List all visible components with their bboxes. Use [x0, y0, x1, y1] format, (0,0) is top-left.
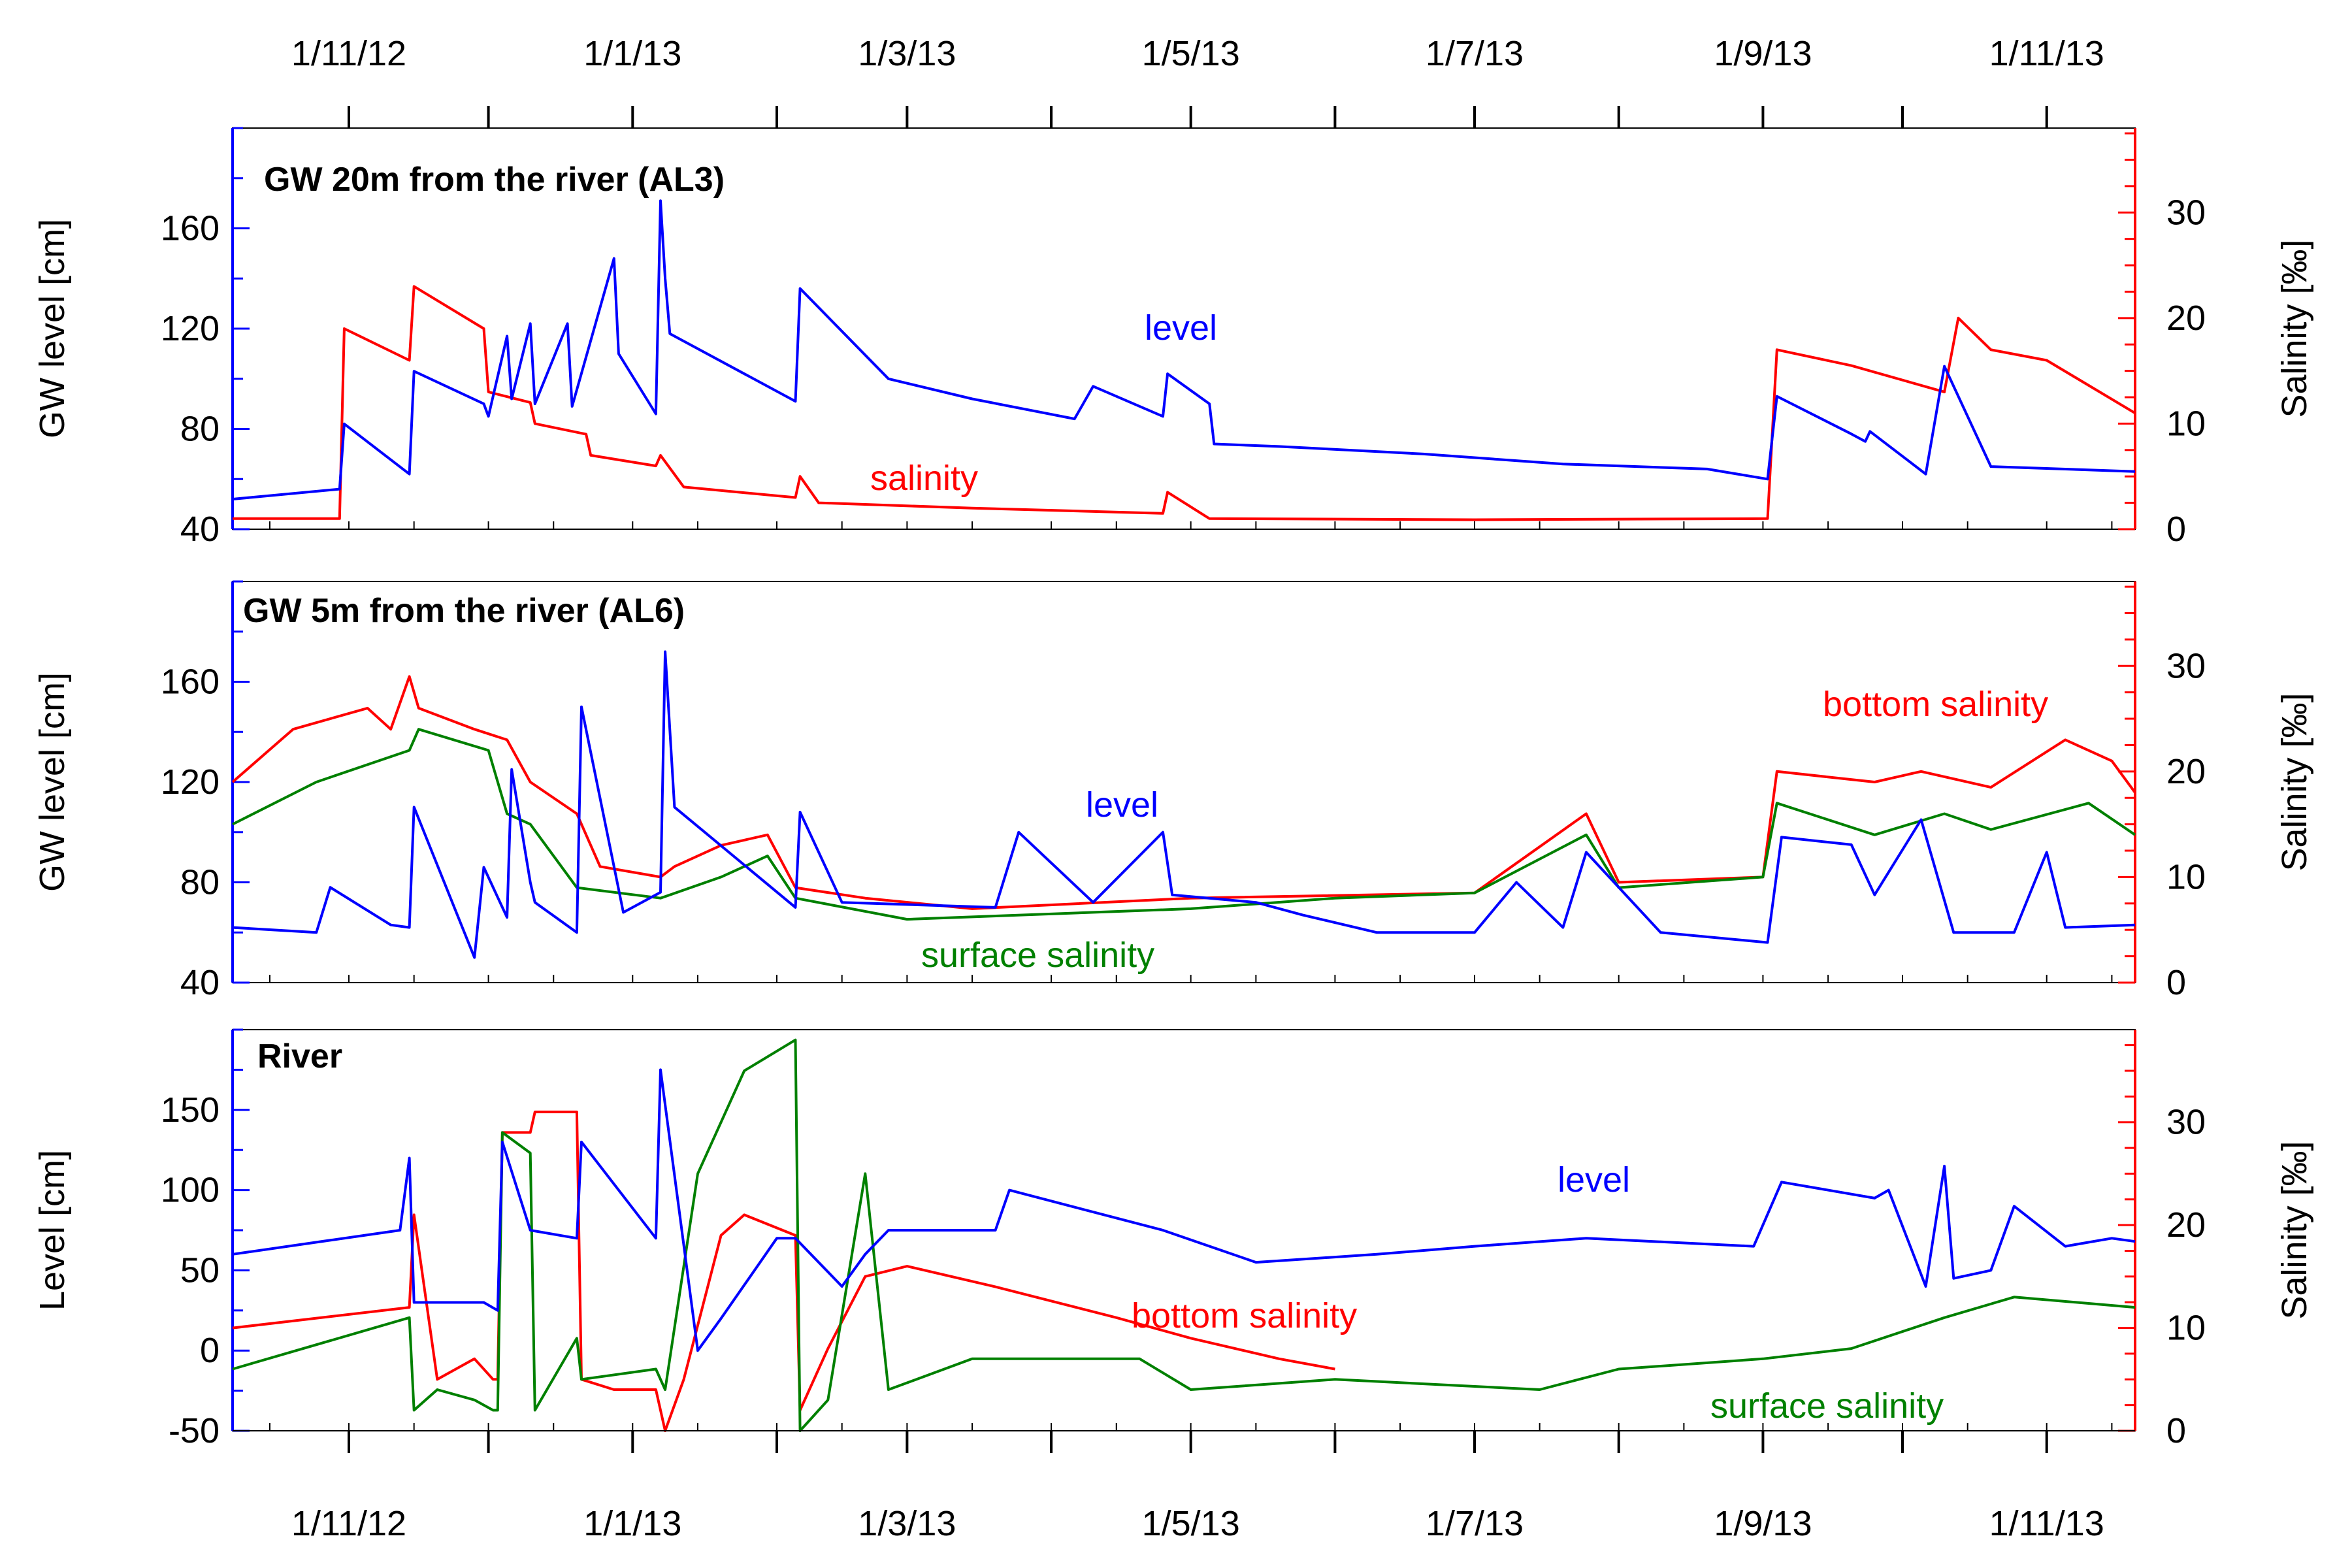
date-tick-label: 1/7/13 — [1426, 1504, 1524, 1543]
panel-al3-title: GW 20m from the river (AL3) — [264, 161, 725, 199]
left-tick-label: 120 — [161, 309, 220, 348]
panel-river-title: River — [257, 1037, 342, 1075]
left-tick-label: 150 — [161, 1090, 220, 1130]
date-tick-label: 1/5/13 — [1142, 1504, 1240, 1543]
left-tick-label: 50 — [180, 1250, 220, 1290]
date-tick-label: 1/11/12 — [291, 34, 406, 73]
date-tick-label: 1/5/13 — [1142, 34, 1240, 73]
panel-al6-y2label: Salinity [‰] — [2275, 693, 2314, 871]
right-tick-label: 10 — [2166, 404, 2206, 443]
panel-al3-y2label: Salinity [‰] — [2275, 239, 2314, 417]
panel-al6-bottom-salinity-label: bottom salinity — [1823, 685, 2048, 724]
right-tick-label: 20 — [2166, 299, 2206, 338]
panel-river-level-label: level — [1558, 1160, 1630, 1200]
bottom-date-axis: 1/11/12 1/1/13 1/3/13 1/5/13 1/7/13 1/9/13 1/1… — [233, 1430, 2135, 1543]
left-tick-label: 80 — [180, 410, 220, 449]
panel-river-y2label: Salinity [‰] — [2275, 1141, 2314, 1319]
date-tick-label: 1/7/13 — [1426, 34, 1524, 73]
panel-al6-surface-salinity-label: surface salinity — [921, 936, 1154, 975]
series-level-line — [232, 1068, 2136, 1352]
date-tick-label: 1/11/13 — [1989, 34, 2104, 73]
panel-river: -50 0 50 100 150 0 10 20 30 River Level [cm] Sal… — [33, 1028, 2314, 1450]
right-tick-label: 30 — [2166, 193, 2206, 232]
panel-al3-salinity-label: salinity — [870, 459, 978, 498]
panel-river-ylabel: Level [cm] — [33, 1150, 72, 1311]
right-tick-label: 0 — [2166, 510, 2186, 549]
series-level-line — [232, 199, 2136, 500]
left-tick-label: 100 — [161, 1171, 220, 1210]
panel-al6-ylabel: GW level [cm] — [33, 672, 72, 892]
panel-river-surface-salinity-label: surface salinity — [1710, 1386, 1944, 1426]
right-tick-label: 20 — [2166, 1205, 2206, 1245]
left-tick-label: 120 — [161, 762, 220, 802]
date-tick-label: 1/3/13 — [858, 1504, 956, 1543]
date-tick-label: 1/11/12 — [291, 1504, 406, 1543]
right-tick-label: 0 — [2166, 1411, 2186, 1450]
right-tick-label: 30 — [2166, 1103, 2206, 1142]
series-surface-salinity-line — [232, 728, 2136, 921]
left-tick-label: 160 — [161, 662, 220, 702]
left-tick-label: 80 — [180, 863, 220, 902]
left-tick-label: 40 — [180, 963, 220, 1002]
right-tick-label: 20 — [2166, 752, 2206, 791]
panel-al3-level-label: level — [1145, 308, 1217, 348]
left-tick-label: -50 — [169, 1411, 220, 1450]
left-tick-label: 40 — [180, 510, 220, 549]
panel-river-frame — [232, 1029, 2136, 1431]
right-tick-label: 0 — [2166, 963, 2186, 1002]
panel-al6: 40 80 120 160 0 10 20 30 GW 5m from the river (… — [33, 580, 2314, 1002]
date-tick-label: 1/1/13 — [583, 1504, 681, 1543]
series-level-line — [232, 650, 2136, 959]
date-tick-label: 1/11/13 — [1989, 1504, 2104, 1543]
series-bottom-salinity-line — [232, 1110, 1335, 1432]
left-tick-label: 160 — [161, 209, 220, 248]
panel-al6-level-label: level — [1086, 785, 1158, 825]
right-tick-label: 10 — [2166, 857, 2206, 896]
date-tick-label: 1/3/13 — [858, 34, 956, 73]
date-tick-label: 1/1/13 — [583, 34, 681, 73]
series-bottom-salinity-line — [231, 675, 2136, 910]
series-surface-salinity-line — [232, 1038, 2136, 1432]
left-tick-label: 0 — [200, 1331, 220, 1370]
panel-river-bottom-salinity-label: bottom salinity — [1132, 1296, 1357, 1335]
right-tick-label: 10 — [2166, 1309, 2206, 1348]
date-tick-label: 1/9/13 — [1714, 1504, 1812, 1543]
panel-al3-ylabel: GW level [cm] — [33, 219, 72, 438]
right-tick-label: 30 — [2166, 646, 2206, 685]
series-salinity-line — [233, 285, 2136, 521]
panel-al6-frame — [232, 581, 2136, 983]
panel-al3: 40 80 120 160 0 10 20 30 GW 20m from the river … — [33, 127, 2314, 549]
top-date-axis: 1/11/12 1/1/13 1/3/13 1/5/13 1/7/13 1/9/13 1/1… — [233, 34, 2135, 129]
date-tick-label: 1/9/13 — [1714, 34, 1812, 73]
panel-al6-title: GW 5m from the river (AL6) — [243, 592, 685, 630]
